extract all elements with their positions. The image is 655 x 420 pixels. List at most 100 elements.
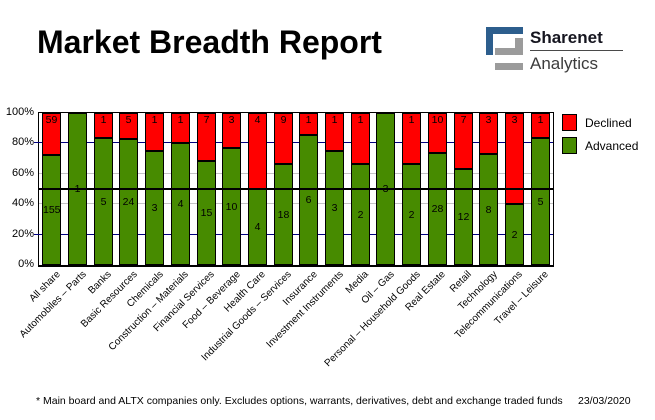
bar-segment-declined: 1 [171, 113, 190, 143]
bar-value-declined: 1 [408, 114, 415, 126]
bar-value-declined: 7 [203, 114, 210, 126]
bar-segment-advanced: 155 [42, 155, 61, 265]
bar-segment-declined: 1 [531, 113, 550, 138]
legend-label-advanced: Advanced [585, 138, 639, 153]
bar-segment-advanced: 12 [454, 169, 473, 265]
y-axis-label: 20% [11, 228, 34, 240]
bar-segment-advanced: 4 [171, 143, 190, 265]
bar-value-advanced: 24 [122, 196, 135, 208]
legend: Declined Advanced [562, 114, 638, 160]
plot-area: 5915511552413147153104491816131231210287… [34, 112, 554, 267]
bar-value-advanced: 15 [200, 207, 213, 219]
bar-value-declined: 5 [125, 114, 132, 126]
bar-segment-declined: 1 [351, 113, 370, 164]
bar-segment-declined: 1 [325, 113, 344, 151]
y-axis-label: 100% [5, 106, 34, 118]
bar-segment-advanced: 6 [299, 135, 318, 265]
bar-segment-declined: 1 [145, 113, 164, 151]
y-axis-label: 40% [11, 197, 34, 209]
bar-segment-advanced: 10 [222, 148, 241, 265]
bar-segment-declined: 7 [454, 113, 473, 169]
bar-value-declined: 1 [177, 114, 184, 126]
bar-segment-advanced: 5 [94, 138, 113, 265]
bar-segment-declined: 10 [428, 113, 447, 153]
bar-segment-advanced: 15 [197, 161, 216, 265]
bar-segment-advanced: 4 [248, 189, 267, 265]
bar-value-advanced: 4 [254, 221, 261, 233]
bar-value-declined: 1 [357, 114, 364, 126]
bar-segment-declined: 3 [222, 113, 241, 148]
bar-value-advanced: 18 [277, 208, 290, 221]
bar-segment-advanced: 2 [505, 204, 524, 265]
brand-name: Sharenet [530, 28, 603, 47]
reference-line-50pct [39, 188, 553, 190]
gridline-80 [34, 142, 553, 143]
brand-divider [530, 50, 623, 52]
bar-value-declined: 1 [151, 114, 158, 126]
bar-value-declined: 7 [460, 114, 467, 126]
bar-segment-declined: 9 [274, 113, 293, 164]
brand-sub: Analytics [530, 54, 599, 74]
bar-value-advanced: 4 [177, 198, 184, 210]
bar-value-declined: 4 [254, 114, 261, 126]
page-title: Market Breadth Report [37, 24, 382, 60]
bar-value-advanced: 155 [43, 204, 61, 216]
y-axis-label: 0% [18, 258, 34, 270]
bar-value-declined: 10 [431, 114, 444, 126]
bar-value-advanced: 5 [100, 195, 107, 208]
bar-value-declined: 1 [537, 114, 544, 126]
bar-value-advanced: 8 [485, 203, 492, 216]
bar-value-advanced: 2 [408, 208, 415, 221]
bar-value-declined: 3 [485, 114, 492, 126]
sharenet-logo: Sharenet Analytics [486, 27, 623, 75]
bar-segment-declined: 1 [299, 113, 318, 135]
bar-segment-declined: 3 [505, 113, 524, 204]
bar-segment-declined: 1 [94, 113, 113, 138]
bar-segment-declined: 1 [402, 113, 421, 164]
brand-text: Sharenet Analytics [530, 27, 623, 75]
y-axis-label: 80% [11, 136, 34, 148]
bar-value-advanced: 12 [457, 211, 470, 223]
bar-segment-advanced: 28 [428, 153, 447, 265]
bar-value-advanced: 3 [151, 202, 158, 214]
footnote: * Main board and ALTX companies only. Ex… [36, 395, 563, 407]
bar-segment-declined: 59 [42, 113, 61, 155]
legend-item-declined: Declined [562, 114, 638, 131]
bar-segment-declined: 3 [479, 113, 498, 154]
bar-value-advanced: 2 [511, 228, 518, 241]
y-axis-label: 60% [11, 167, 34, 179]
bar-segment-advanced: 2 [402, 164, 421, 265]
bar-value-declined: 59 [45, 114, 58, 126]
declined-swatch [562, 114, 577, 131]
gridline-20 [34, 234, 553, 235]
bar-segment-advanced: 3 [145, 151, 164, 265]
gridline-60 [39, 173, 553, 174]
bar-segment-declined: 7 [197, 113, 216, 161]
bar-value-declined: 1 [331, 114, 338, 126]
bar-value-advanced: 28 [431, 203, 444, 215]
bar-segment-advanced: 8 [479, 154, 498, 265]
bar-segment-advanced: 5 [531, 138, 550, 265]
legend-item-advanced: Advanced [562, 137, 638, 154]
bar-value-declined: 1 [100, 114, 107, 126]
bar-value-declined: 9 [280, 114, 287, 126]
bar-segment-advanced: 2 [351, 164, 370, 265]
bar-value-advanced: 6 [305, 194, 312, 206]
bar-value-declined: 1 [305, 114, 312, 126]
bar-value-declined: 3 [511, 114, 518, 126]
gridline-40 [39, 203, 553, 204]
bar-segment-advanced: 3 [325, 151, 344, 265]
bar-value-declined: 3 [228, 114, 235, 126]
advanced-swatch [562, 137, 577, 154]
bar-segment-advanced: 18 [274, 164, 293, 265]
bar-value-advanced: 10 [225, 200, 238, 213]
bar-segment-declined: 4 [248, 113, 267, 189]
bar-value-advanced: 3 [331, 202, 338, 214]
bar-value-advanced: 2 [357, 208, 364, 221]
bar-segment-advanced: 24 [119, 139, 138, 265]
report-date: 23/03/2020 [578, 395, 631, 407]
sharenet-logo-icon [486, 27, 523, 70]
legend-label-declined: Declined [585, 115, 632, 130]
